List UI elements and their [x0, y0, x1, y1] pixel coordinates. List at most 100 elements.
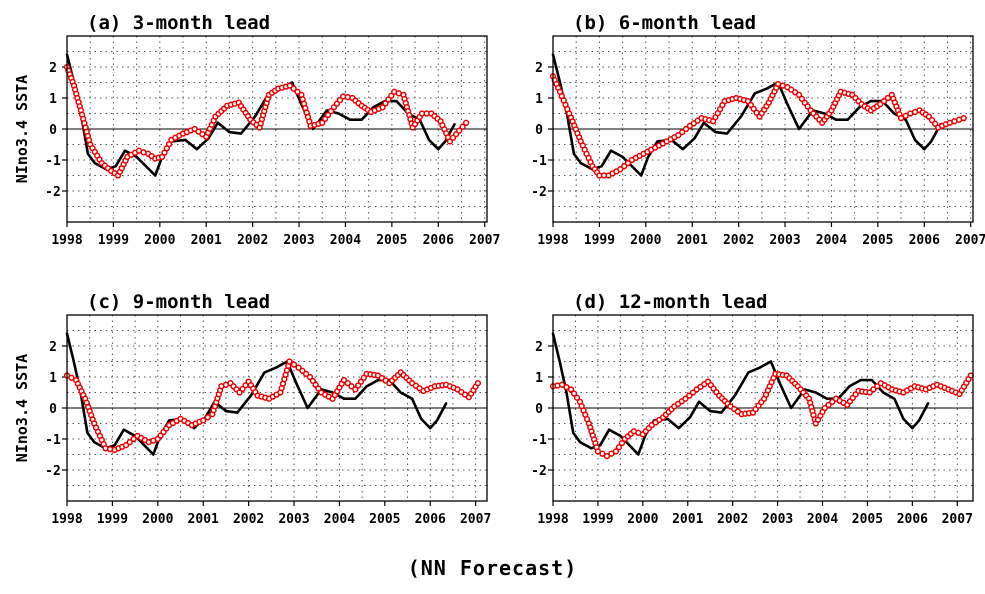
forecast-point: [306, 373, 314, 381]
x-tick-label: 2001: [191, 233, 222, 248]
x-tick-label: 2003: [762, 512, 793, 527]
y-tick-label: 1: [49, 371, 57, 386]
y-tick-label: 1: [535, 371, 543, 386]
chart-panel-3: 1998 1999 2000 2001 2002 2003 2004 2005 2006 2007…: [13, 291, 491, 527]
y-tick-label: -1: [531, 433, 547, 448]
forecast-point: [877, 101, 884, 108]
forecast-point: [897, 114, 905, 122]
forecast-point: [286, 358, 293, 365]
x-tick-label: 2003: [283, 233, 314, 248]
forecast-point: [960, 114, 967, 122]
x-tick-label: 2002: [237, 233, 268, 248]
x-tick-label: 2006: [897, 512, 928, 527]
y-tick-label: 0: [49, 402, 57, 417]
x-tick-label: 2006: [415, 512, 446, 527]
forecast-point: [290, 361, 298, 368]
chart-panel-4: 1998 1999 2000 2001 2002 2003 2004 2005 2006 2007…: [531, 291, 974, 527]
forecast-point: [340, 376, 348, 384]
forecast-point: [804, 103, 811, 110]
forecast-point: [286, 82, 293, 89]
observed-series-line: [551, 53, 942, 177]
panel-title: (d) 12-month lead: [573, 291, 767, 313]
plot-frame: [66, 35, 488, 223]
forecast-series-line: [552, 373, 972, 457]
x-tick-label: 1998: [51, 512, 82, 527]
x-tick-label: 1998: [51, 233, 82, 248]
x-tick-label: 2001: [672, 512, 703, 527]
y-tick-label: -1: [45, 154, 61, 169]
figure-caption: (NN Forecast): [407, 556, 578, 580]
forecast-point: [456, 127, 463, 134]
forecast-point: [315, 385, 322, 392]
x-tick-label: 2004: [330, 233, 361, 248]
forecast-point: [327, 108, 335, 115]
x-tick-label: 1999: [584, 233, 615, 248]
forecast-point: [612, 448, 620, 455]
x-tick-label: 2002: [717, 512, 748, 527]
forecast-point: [902, 112, 909, 119]
forecast-point: [618, 439, 626, 447]
forecast-point: [624, 159, 632, 167]
forecast-point: [200, 417, 207, 424]
observed-series-line: [65, 53, 456, 177]
forecast-point: [319, 119, 326, 126]
panel-title: (c) 9-month lead: [87, 291, 270, 313]
x-tick-label: 2007: [469, 233, 500, 248]
forecast-point: [675, 132, 682, 139]
forecast-point: [360, 374, 367, 381]
forecast-point: [302, 370, 310, 378]
y-axis-label: NIno3.4 SSTA: [13, 75, 31, 183]
x-tick-label: 1999: [582, 512, 613, 527]
forecast-point: [567, 386, 575, 393]
forecast-point: [744, 97, 752, 105]
x-tick-label: 1999: [97, 512, 128, 527]
x-tick-label: 2002: [233, 512, 264, 527]
x-tick-label: 2002: [723, 233, 754, 248]
forecast-point: [462, 119, 470, 126]
forecast-point: [290, 85, 297, 92]
forecast-point: [682, 125, 690, 133]
x-tick-label: 2000: [144, 233, 175, 248]
y-axis-label: NIno3.4 SSTA: [13, 354, 31, 462]
y-tick-label: -1: [45, 433, 61, 448]
panel-title: (b) 6-month lead: [573, 12, 756, 34]
forecast-point: [295, 364, 302, 371]
forecast-point: [750, 105, 757, 112]
forecast-point: [321, 115, 329, 123]
forecast-point: [348, 383, 355, 390]
x-tick-label: 2000: [627, 512, 658, 527]
y-tick-label: 0: [49, 123, 57, 138]
x-tick-label: 2000: [142, 512, 173, 527]
forecast-point: [126, 438, 133, 446]
panel-title: (a) 3-month lead: [87, 12, 270, 34]
forecast-point: [382, 100, 389, 107]
x-tick-label: 2004: [816, 233, 847, 248]
forecast-point: [68, 374, 75, 381]
forecast-point: [388, 92, 395, 99]
forecast-point: [795, 91, 803, 99]
y-tick-label: 2: [49, 340, 57, 355]
y-tick-label: 1: [49, 92, 57, 107]
x-tick-label: 2007: [942, 512, 973, 527]
forecast-point: [870, 386, 877, 393]
y-tick-label: 1: [535, 92, 543, 107]
plot-frame: [66, 314, 488, 502]
forecast-point: [798, 95, 806, 102]
y-tick-label: 2: [535, 61, 543, 76]
x-tick-label: 2006: [909, 233, 940, 248]
forecast-point: [880, 97, 888, 105]
forecast-point: [459, 123, 466, 130]
forecast-point: [324, 111, 332, 119]
y-tick-label: -1: [531, 154, 547, 169]
forecast-point: [617, 166, 624, 173]
y-tick-label: -2: [45, 464, 61, 479]
x-tick-label: 2007: [460, 512, 491, 527]
y-tick-label: 0: [535, 123, 543, 138]
y-tick-label: -2: [531, 464, 547, 479]
forecast-point: [294, 88, 301, 95]
y-tick-label: 2: [49, 61, 57, 76]
x-tick-label: 2005: [376, 233, 407, 248]
forecast-point: [474, 380, 482, 387]
forecast-point: [615, 444, 623, 451]
x-tick-label: 2006: [423, 233, 454, 248]
